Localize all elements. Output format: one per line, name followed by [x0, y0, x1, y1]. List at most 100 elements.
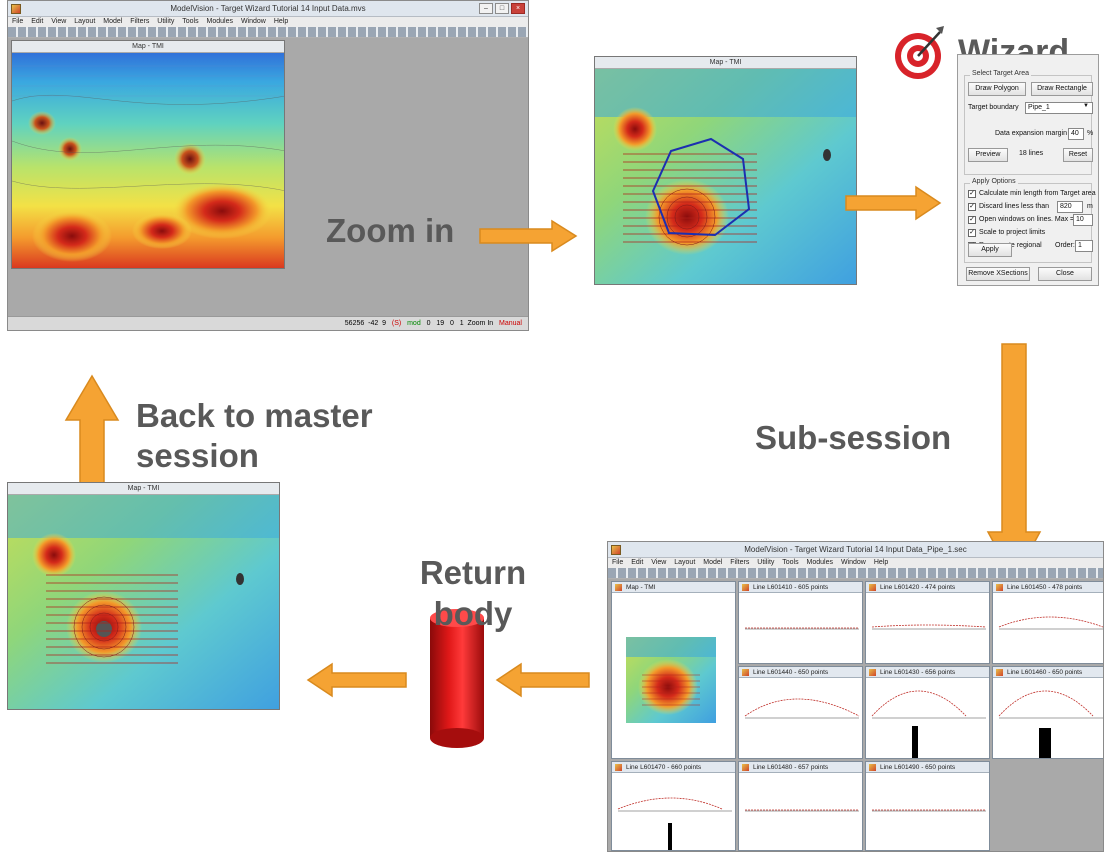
- open-windows-checkbox[interactable]: ✓: [968, 216, 976, 224]
- scale-label: Scale to project limits: [979, 229, 1046, 236]
- menu-model[interactable]: Model: [103, 18, 123, 25]
- sub-menu-layout[interactable]: Layout: [674, 559, 696, 566]
- zoomed-map-window[interactable]: Map - TMI: [594, 56, 857, 285]
- profile-plot: [998, 690, 1103, 758]
- minimize-button[interactable]: –: [479, 3, 493, 14]
- status-mode: mod: [407, 320, 421, 327]
- profile-panel-title: Line L601470 - 660 points: [612, 762, 735, 773]
- sub-menu-modules[interactable]: Modules: [806, 559, 833, 566]
- profile-plot: [745, 627, 859, 630]
- status-y: -42: [368, 320, 379, 327]
- close-dialog-button[interactable]: Close: [1038, 267, 1092, 281]
- profile-plot: [872, 809, 986, 812]
- profile-panel[interactable]: Line L601480 - 657 points: [738, 761, 863, 851]
- status-z: 9: [382, 320, 387, 327]
- status-a: 0: [426, 320, 431, 327]
- data-margin-input[interactable]: 40: [1068, 128, 1084, 140]
- arrow-to-return-map: [306, 662, 407, 698]
- sub-app-icon: [611, 545, 621, 555]
- arrow-to-wizard: [845, 185, 942, 221]
- sub-session-toolbar[interactable]: [608, 568, 1103, 579]
- menu-tools[interactable]: Tools: [182, 18, 199, 25]
- profile-panel-title: Line L601440 - 650 points: [739, 667, 862, 678]
- master-title-bar: ModelVision - Target Wizard Tutorial 14 …: [8, 1, 528, 17]
- maximize-button[interactable]: □: [495, 3, 509, 14]
- sub-menu-edit[interactable]: Edit: [631, 559, 644, 566]
- sub-menu-tools[interactable]: Tools: [782, 559, 799, 566]
- profile-plot: [998, 616, 1103, 630]
- return-body-cylinder: [430, 609, 484, 748]
- app-icon: [11, 4, 21, 14]
- preview-button[interactable]: Preview: [968, 148, 1008, 162]
- draw-polygon-button[interactable]: Draw Polygon: [968, 82, 1026, 96]
- master-status-bar: 56256 -42 9 (S) mod 0 19 0 1 Zoom In Man…: [8, 316, 528, 330]
- profile-plot: [745, 809, 859, 812]
- target-wizard-dialog: Select Target Area Draw Polygon Draw Rec…: [957, 54, 1099, 286]
- profile-panel[interactable]: Line L601440 - 650 points: [738, 666, 863, 759]
- data-margin-label: Data expansion margin: [995, 130, 1067, 137]
- draw-rectangle-button[interactable]: Draw Rectangle: [1031, 82, 1093, 96]
- profile-panel[interactable]: Line L601450 - 478 points: [992, 581, 1103, 664]
- sub-menu-view[interactable]: View: [651, 559, 667, 566]
- remove-xsections-button[interactable]: Remove XSections: [966, 267, 1030, 281]
- master-map-window[interactable]: Map - TMI: [11, 40, 285, 269]
- menu-layout[interactable]: Layout: [74, 18, 96, 25]
- master-window-title: ModelVision - Target Wizard Tutorial 14 …: [170, 4, 366, 13]
- status-c: 0: [449, 320, 454, 327]
- master-map-title: Map - TMI: [12, 41, 284, 53]
- scale-checkbox[interactable]: ✓: [968, 229, 976, 237]
- profile-plot: [617, 797, 732, 850]
- reset-button[interactable]: Reset: [1063, 148, 1093, 162]
- discard-input[interactable]: 820: [1057, 201, 1083, 213]
- profile-panel-title: Line L601490 - 650 points: [866, 762, 989, 773]
- apply-button[interactable]: Apply: [968, 243, 1012, 257]
- menu-window[interactable]: Window: [240, 18, 266, 25]
- chevron-down-icon[interactable]: ▼: [1083, 103, 1089, 109]
- arrow-to-body: [495, 662, 590, 698]
- order-select[interactable]: 1: [1075, 240, 1093, 252]
- open-windows-input[interactable]: 10: [1073, 214, 1093, 226]
- profile-panel[interactable]: Line L601420 - 474 points: [865, 581, 990, 664]
- sub-menu-model[interactable]: Model: [703, 559, 723, 566]
- profile-panel[interactable]: Line L601470 - 660 points: [611, 761, 736, 851]
- sub-menu-help[interactable]: Help: [873, 559, 889, 566]
- sub-map-title: Map - TMI: [612, 582, 735, 593]
- min-length-checkbox[interactable]: ✓: [968, 190, 976, 198]
- return-body-label: Return body: [419, 554, 527, 633]
- profile-panel-title: Line L601480 - 657 points: [739, 762, 862, 773]
- menu-filters[interactable]: Filters: [130, 18, 150, 25]
- profile-panel[interactable]: Line L601430 - 656 points: [865, 666, 990, 759]
- sub-menu-file[interactable]: File: [612, 559, 624, 566]
- discard-unit: m: [1087, 203, 1093, 210]
- menu-utility[interactable]: Utility: [157, 18, 175, 25]
- sub-menu-window[interactable]: Window: [840, 559, 866, 566]
- profile-panel-title: Line L601450 - 478 points: [993, 582, 1103, 593]
- sub-menu-utility[interactable]: Utility: [757, 559, 775, 566]
- return-map-window[interactable]: Map - TMI: [7, 482, 280, 710]
- profile-panel[interactable]: Line L601460 - 650 points: [992, 666, 1103, 759]
- window-controls: – □ ×: [479, 3, 525, 14]
- menu-edit[interactable]: Edit: [31, 18, 44, 25]
- master-toolbar[interactable]: [8, 27, 528, 38]
- profile-plot: [871, 690, 986, 758]
- sub-menu-filters[interactable]: Filters: [730, 559, 750, 566]
- close-button[interactable]: ×: [511, 3, 525, 14]
- profile-panel-title: Line L601460 - 650 points: [993, 667, 1103, 678]
- profile-panel-title: Line L601430 - 656 points: [866, 667, 989, 678]
- status-x: 56256: [344, 320, 365, 327]
- profile-panel[interactable]: Line L601410 - 605 points: [738, 581, 863, 664]
- profile-plot: [871, 624, 987, 630]
- menu-help[interactable]: Help: [273, 18, 289, 25]
- sub-map-panel[interactable]: Map - TMI: [611, 581, 736, 759]
- menu-file[interactable]: File: [12, 18, 24, 25]
- return-map-surface: [8, 483, 279, 709]
- zoom-in-label: Zoom in: [326, 212, 455, 249]
- target-icon: [895, 26, 944, 79]
- menu-modules[interactable]: Modules: [206, 18, 233, 25]
- menu-view[interactable]: View: [51, 18, 67, 25]
- target-boundary-select[interactable]: Pipe_1: [1025, 102, 1093, 114]
- master-map-surface: [12, 41, 284, 268]
- profile-panel[interactable]: Line L601490 - 650 points: [865, 761, 990, 851]
- sub-session-title: ModelVision - Target Wizard Tutorial 14 …: [744, 545, 967, 554]
- discard-checkbox[interactable]: ✓: [968, 203, 976, 211]
